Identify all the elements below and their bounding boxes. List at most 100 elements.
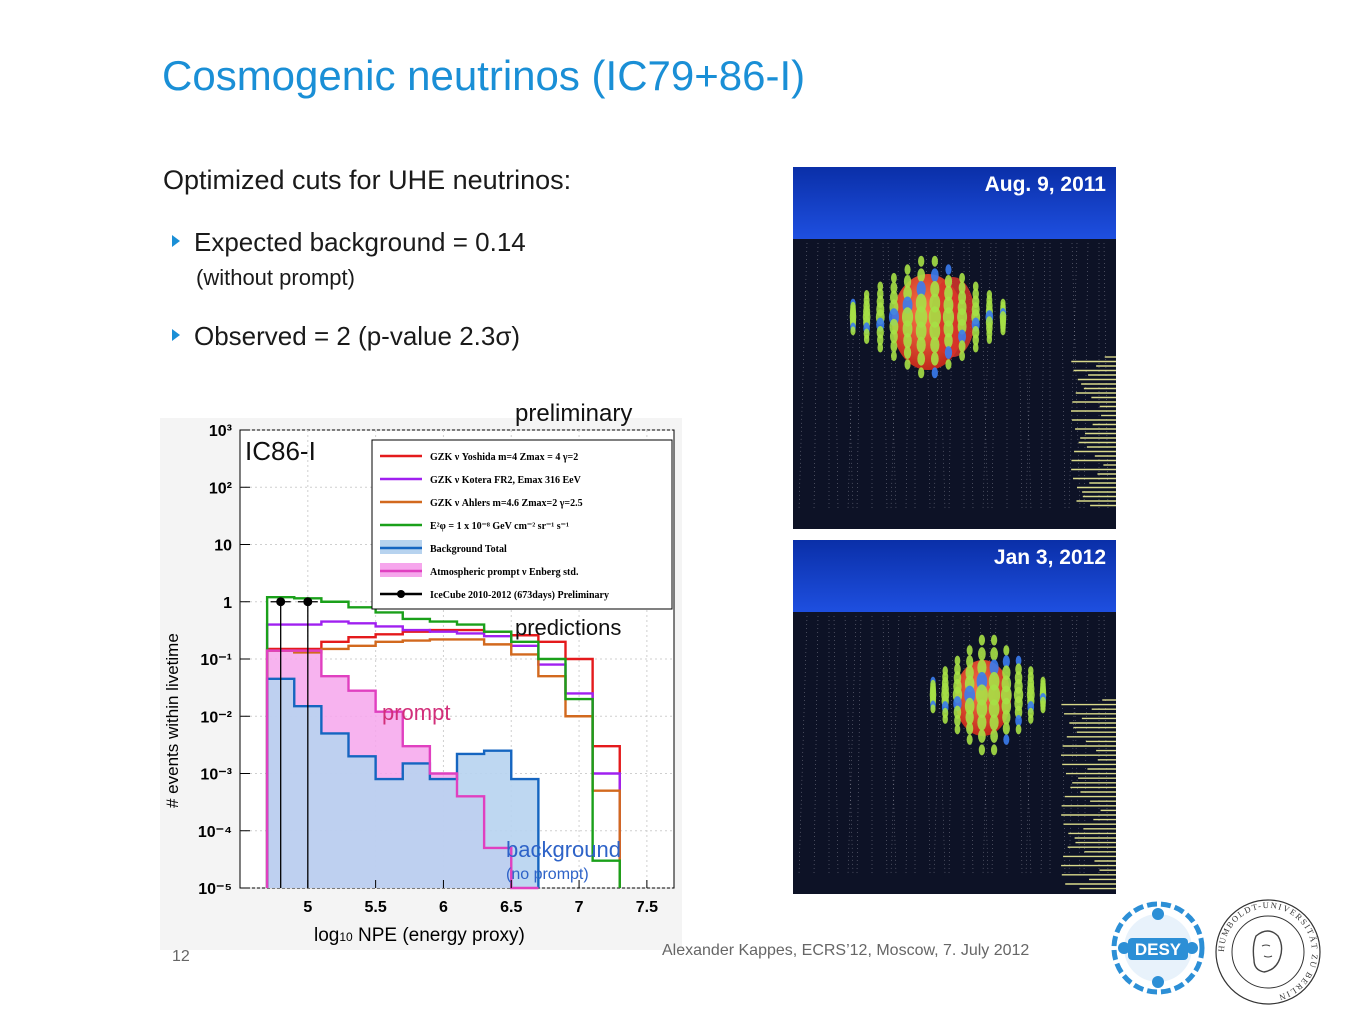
bullet-arrow-icon xyxy=(172,235,180,248)
detector-string xyxy=(890,242,900,510)
legend-entry-label: GZK ν Ahlers m=4.6 Zmax=2 γ=2.5 xyxy=(430,498,583,509)
hit-sphere xyxy=(930,704,936,714)
prompt-label: prompt xyxy=(382,700,451,725)
series-line-gzk-yoshida-m-4-zmax-4-2 xyxy=(265,628,621,888)
detector-string xyxy=(1022,242,1032,510)
hit-sphere xyxy=(890,272,897,284)
detector-string xyxy=(1022,615,1032,875)
hit-sphere xyxy=(930,352,939,366)
hit-sphere xyxy=(972,334,979,346)
hit-sphere xyxy=(966,645,973,656)
event-display-panel: Aug. 9, 2011 xyxy=(793,167,1116,529)
hit-sphere xyxy=(959,272,966,284)
legend-swatch-point xyxy=(397,590,405,598)
background-label: background xyxy=(506,837,621,862)
hit-sphere xyxy=(989,659,999,676)
hit-sphere xyxy=(944,346,953,359)
hit-sphere xyxy=(988,699,1000,719)
hit-sphere xyxy=(1015,724,1022,735)
detector-string xyxy=(1071,615,1081,875)
hit-sphere xyxy=(958,329,967,344)
hit-sphere xyxy=(1000,326,1006,336)
detector-string xyxy=(833,615,839,875)
hit-sphere xyxy=(978,634,986,646)
hit-sphere xyxy=(990,744,998,756)
hit-sphere xyxy=(904,264,911,275)
preliminary-label: preliminary xyxy=(515,400,633,427)
hit-sphere xyxy=(903,333,912,349)
y-tick-label: 10³ xyxy=(209,423,232,440)
hit-sphere xyxy=(990,729,998,743)
hit-sphere xyxy=(977,659,987,676)
hit-sphere xyxy=(1040,704,1046,714)
detector-string xyxy=(887,242,897,510)
detector-string xyxy=(982,242,992,510)
hit-sphere xyxy=(978,744,986,756)
hit-sphere xyxy=(953,705,962,719)
event-display-panel: Jan 3, 2012 xyxy=(793,540,1116,894)
detector-string xyxy=(882,242,888,510)
hit-sphere xyxy=(850,326,856,336)
hit-sphere xyxy=(977,714,987,731)
legend-entry-label: Background Total xyxy=(430,544,507,555)
hit-sphere xyxy=(1028,714,1034,724)
detector-string xyxy=(1040,615,1046,875)
hit-sphere xyxy=(954,724,961,735)
hit-sphere xyxy=(889,329,898,344)
y-tick-label: 10⁻⁵ xyxy=(198,881,232,898)
detector-string xyxy=(1071,242,1081,510)
hit-sphere xyxy=(944,285,953,301)
hit-sphere xyxy=(943,320,954,338)
hit-sphere xyxy=(877,342,884,353)
hit-sphere xyxy=(930,336,940,354)
hit-sphere xyxy=(902,320,913,338)
detector-string xyxy=(847,242,857,510)
hit-sphere xyxy=(1015,714,1022,727)
hit-sphere xyxy=(966,734,973,745)
bullet-subtext: (without prompt) xyxy=(196,265,355,290)
bullet-text: Expected background = 0.14 xyxy=(194,227,526,257)
histogram-svg: 5 5.5 6 6.5 7 7.5 10³ 10² 10 1 10⁻¹ 10⁻² 10⁻³ 10⁻⁴ 10⁻… xyxy=(163,423,675,946)
y-tick-label: 1 xyxy=(223,595,232,612)
detector-string xyxy=(936,615,946,875)
slide-title: Cosmogenic neutrinos (IC79+86-I) xyxy=(162,52,806,99)
y-tick-label: 10⁻¹ xyxy=(200,652,232,669)
detector-string xyxy=(1025,615,1035,875)
detector-string xyxy=(856,615,862,875)
y-tick-label: 10⁻⁴ xyxy=(198,824,232,841)
hit-sphere xyxy=(918,367,925,379)
event-display-jan xyxy=(793,540,1116,890)
y-tick-label: 10² xyxy=(209,480,232,497)
bullet-arrow-icon xyxy=(172,329,180,342)
hit-sphere xyxy=(903,285,912,301)
y-tick-label: 10⁻³ xyxy=(200,767,232,784)
x-tick-label: 5.5 xyxy=(365,899,387,916)
detector-label: IC86-I xyxy=(245,436,316,466)
hit-sphere xyxy=(990,647,998,661)
hit-sphere xyxy=(863,334,870,344)
bullet-observed: Observed = 2 (p-value 2.3σ) xyxy=(172,321,520,352)
hit-sphere xyxy=(889,318,899,335)
hit-sphere xyxy=(1002,722,1010,735)
detector-string xyxy=(925,615,931,875)
hit-sphere xyxy=(917,352,926,366)
predictions-label: predictions xyxy=(515,615,622,640)
hit-sphere xyxy=(942,714,948,724)
hit-sphere xyxy=(958,340,966,353)
hit-sphere xyxy=(944,275,953,288)
hit-sphere xyxy=(954,714,961,727)
hit-sphere xyxy=(1003,734,1010,745)
hit-sphere xyxy=(958,281,966,294)
hit-sphere xyxy=(890,281,898,294)
event-date: Jan 3, 2012 xyxy=(993,546,1106,569)
x-tick-label: 6 xyxy=(439,899,448,916)
hit-sphere xyxy=(915,321,927,341)
legend-entry-label: GZK ν Kotera FR2, Emax 316 EeV xyxy=(430,475,582,486)
detector-string xyxy=(1083,615,1089,875)
legend-entry-label: IceCube 2010-2012 (673days) Preliminary xyxy=(430,590,609,601)
detector-string xyxy=(1017,615,1023,875)
hit-sphere xyxy=(877,334,884,346)
page-number: 12 xyxy=(172,948,190,965)
detector-string xyxy=(890,615,900,875)
event-display-aug xyxy=(793,167,1116,510)
